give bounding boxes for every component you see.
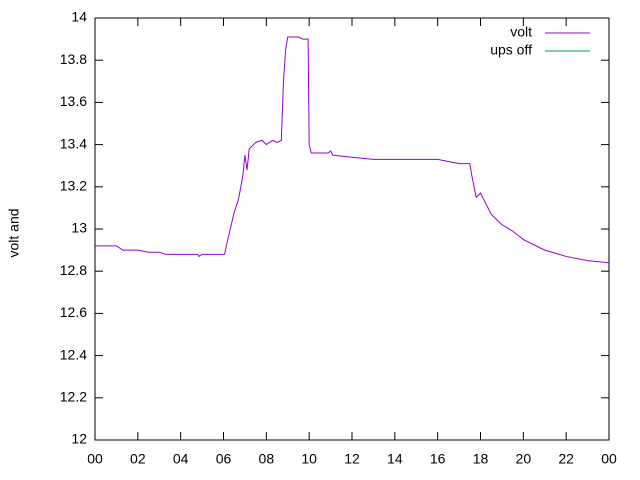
y-tick-label: 12.8 <box>60 262 87 278</box>
y-axis-label: volt and <box>6 208 22 257</box>
x-tick-label: 00 <box>87 451 103 467</box>
plot-border <box>94 17 610 441</box>
y-tick-label: 12.6 <box>60 304 87 320</box>
x-tick-label: 20 <box>516 451 532 467</box>
x-tick-label: 18 <box>473 451 489 467</box>
y-tick-label: 13.4 <box>60 135 87 151</box>
x-tick-label: 04 <box>173 451 189 467</box>
y-tick-label: 12 <box>71 431 87 447</box>
legend-label: volt <box>510 24 532 40</box>
x-tick-label: 16 <box>430 451 446 467</box>
x-tick-label: 10 <box>301 451 317 467</box>
legend-label: ups off <box>490 42 532 58</box>
x-tick-label: 22 <box>558 451 574 467</box>
x-tick-label: 02 <box>130 451 146 467</box>
x-tick-label: 14 <box>387 451 403 467</box>
x-tick-label: 08 <box>259 451 275 467</box>
x-tick-label: 00 <box>601 451 617 467</box>
x-tick-label: 06 <box>216 451 232 467</box>
y-tick-label: 13.2 <box>60 178 87 194</box>
y-tick-label: 14 <box>71 9 87 25</box>
x-tick-label: 12 <box>344 451 360 467</box>
y-tick-label: 13.6 <box>60 93 87 109</box>
series-line <box>95 36 610 264</box>
y-tick-label: 12.4 <box>60 346 87 362</box>
y-tick-label: 13 <box>71 220 87 236</box>
y-tick-label: 12.2 <box>60 389 87 405</box>
y-tick-label: 13.8 <box>60 51 87 67</box>
